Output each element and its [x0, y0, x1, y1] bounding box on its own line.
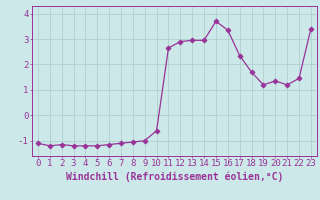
X-axis label: Windchill (Refroidissement éolien,°C): Windchill (Refroidissement éolien,°C) [66, 171, 283, 182]
